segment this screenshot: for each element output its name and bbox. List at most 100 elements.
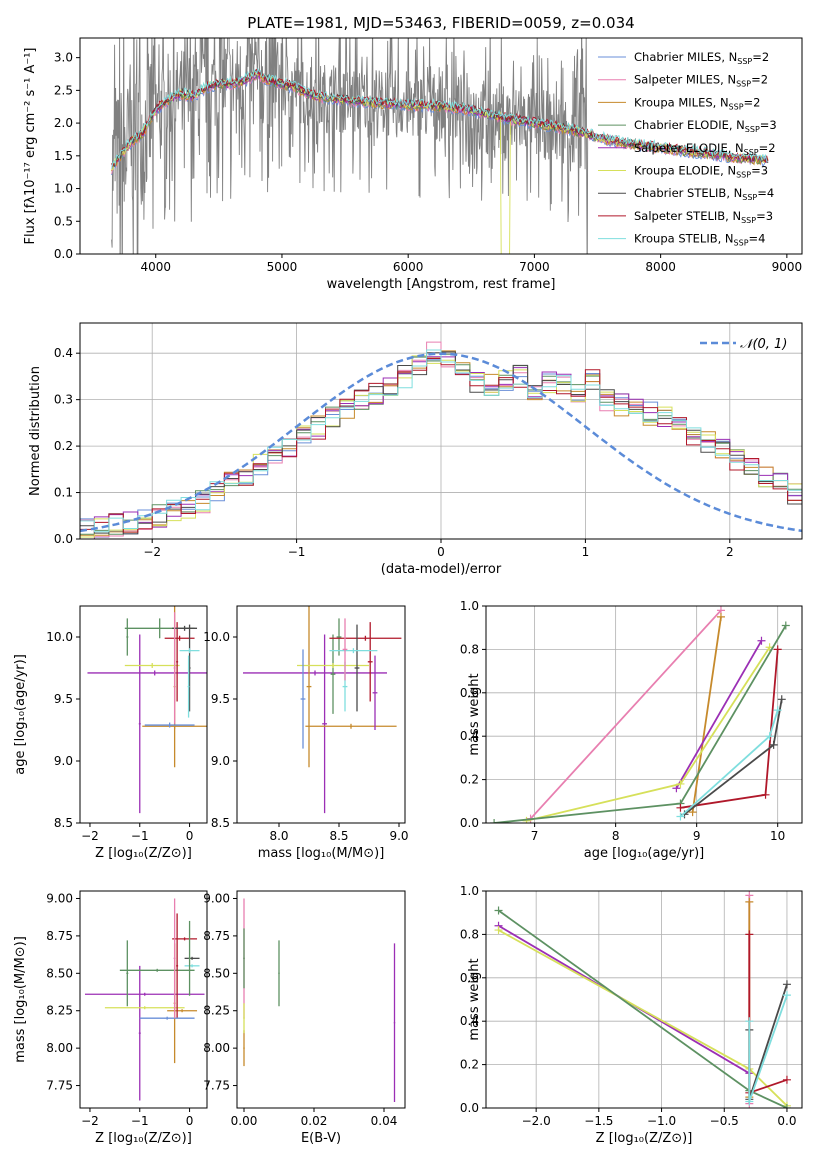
axes-massweight-vs-age: 7 8 9 10 0.0 0.2 0.4 0.6 0.8 1.0 age [log₁₀(age/yr… [460,599,803,861]
legend-label: Kroupa STELIB, N [634,232,734,246]
y-tick-label: 8.75 [203,929,230,943]
y-axis-label: mass weight [467,673,482,755]
y-tick-label: 0.2 [460,1058,479,1072]
legend-sub: SSP [729,102,744,111]
y-tick-label: 0.8 [460,642,479,656]
axes-frame [79,322,803,540]
legend-suffix: =3 [751,164,768,178]
x-tick-label: −2.0 [522,1114,551,1128]
y-tick-label: 0.2 [460,773,479,787]
y-tick-label: 1.5 [54,149,73,163]
x-tick-label: 6000 [393,260,424,274]
point-marker [676,812,685,821]
y-tick-label: 8.50 [203,966,230,980]
y-tick-label: 9.0 [54,754,73,768]
axes-frame [236,890,406,1109]
y-tick-label: 8.5 [54,816,73,830]
x-tick-label: 7 [531,829,539,843]
model-line-chabrier-stelib [111,68,769,168]
legend-label: Kroupa MILES, N [634,95,729,109]
legend-label: Salpeter STELIB, N [634,209,741,223]
point-marker [745,1097,754,1106]
x-tick-label: −1 [131,829,149,843]
x-tick-label: 4000 [140,260,171,274]
legend-sub: SSP [736,171,751,180]
series-line-kroupa-miles [691,616,722,813]
x-axis-label: Z [log₁₀(Z/Z⊙)] [596,1131,693,1146]
legend-suffix: =2 [744,95,761,109]
legend-label: Chabrier ELODIE, N [634,118,745,132]
plot-area [243,898,396,1103]
point-marker [769,740,778,749]
x-tick-label: 8.0 [269,829,288,843]
y-tick-label: 7.75 [203,1079,230,1093]
x-tick-label: −2 [81,1114,99,1128]
axes-frame [485,890,803,1109]
x-tick-label: −1.5 [584,1114,613,1128]
axes-frame [79,37,803,255]
legend-sub: SSP [745,125,760,134]
x-tick-label: 2 [726,545,734,559]
x-tick-label: 0.02 [301,1114,328,1128]
point-marker [745,1017,754,1026]
axes-mass-vs-ebv: 0.00 0.02 0.04 7.75 8.00 8.25 8.50 8.75 9.00 E(B-… [203,890,406,1146]
model-line-salpeter-stelib [111,68,769,168]
legend-suffix: =2 [759,141,776,155]
x-axis-label: age [log₁₀(age/yr)] [584,846,705,861]
y-tick-label: 2.5 [54,83,73,97]
legend-suffix: =4 [757,186,774,200]
x-tick-label: 0 [437,545,445,559]
y-tick-label: 0.0 [460,816,479,830]
x-tick-label: −2 [143,545,161,559]
y-tick-label: 0.3 [54,393,73,407]
x-tick-label: −1 [131,1114,149,1128]
series-line-kroupa-elodie [498,929,788,1107]
x-tick-label: 5000 [267,260,298,274]
point-marker [782,1075,791,1084]
axes-residuals: −2 −1 0 1 2 0.0 0.1 0.2 0.3 0.4 (data-model)/error… [28,322,803,577]
legend-sub: SSP [736,80,751,89]
model-line-kroupa-stelib [111,67,769,169]
point-marker [745,930,754,939]
y-tick-label: 8.00 [46,1041,73,1055]
y-tick-label: 0.6 [460,971,479,985]
legend-suffix: =3 [756,209,773,223]
point-marker [782,1104,791,1108]
legend-entry: Kroupa STELIB, NSSP=4 [634,232,765,248]
x-axis-label: (data-model)/error [381,562,502,577]
point-marker [676,803,685,812]
x-tick-label: −1 [288,545,306,559]
plot-area [490,606,790,823]
legend-label: Chabrier STELIB, N [634,186,742,200]
series-line-kroupa-elodie [526,646,771,822]
y-tick-label: 1.0 [54,182,73,196]
y-tick-label: 0.4 [460,729,479,743]
legend-entry: Chabrier ELODIE, NSSP=3 [634,118,777,134]
normal-curve [80,352,802,533]
legend-entry: Kroupa MILES, NSSP=2 [634,95,760,111]
series-line-salpeter-elodie [675,640,763,789]
y-tick-label: 8.75 [46,929,73,943]
legend-sub: SSP [737,57,752,66]
legend-entry: Chabrier STELIB, NSSP=4 [634,186,774,202]
legend-suffix: =3 [760,118,777,132]
chart-title: PLATE=1981, MJD=53463, FIBERID=0059, z=0… [247,14,634,32]
legend-suffix: =4 [749,232,766,246]
point-marker [782,991,791,1000]
point-marker [773,645,782,654]
y-tick-label: 0.0 [54,532,73,546]
y-tick-label: 0.2 [54,439,73,453]
plot-area [80,341,802,539]
legend-suffix: =2 [751,73,768,87]
legend-entry: Salpeter MILES, NSSP=2 [634,73,768,89]
plot-area [84,898,205,1101]
point-marker [773,706,782,715]
x-tick-label: 7000 [519,260,550,274]
point-marker [716,612,725,621]
y-axis-label: Flux [fλ10⁻¹⁷ erg cm⁻² s⁻¹ A⁻¹] [23,48,38,245]
plot-area [111,38,769,254]
legend-sub: SSP [744,148,759,157]
y-tick-label: 8.25 [46,1004,73,1018]
x-axis-label: wavelength [Angstrom, rest frame] [327,277,556,292]
